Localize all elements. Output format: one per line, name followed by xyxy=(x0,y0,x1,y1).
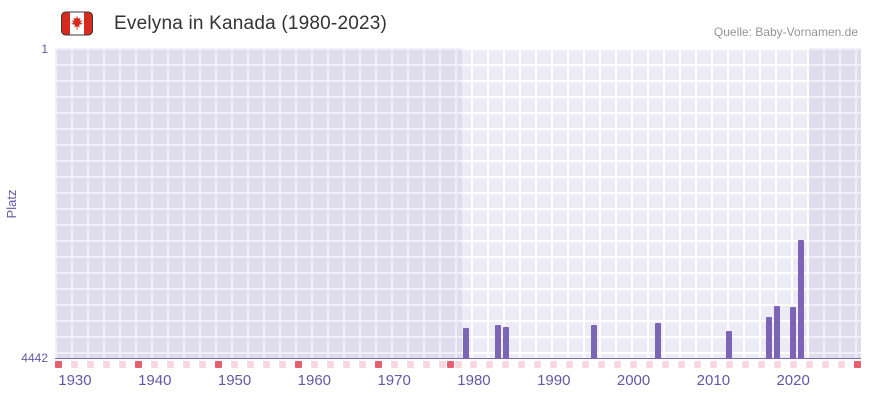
no-data-marker-strip xyxy=(55,361,861,369)
x-axis-labels: 1930 1940 1950 1960 1970 1980 1990 2000 2010 2020 xyxy=(55,372,861,392)
x-tick-label: 1980 xyxy=(457,372,491,389)
no-data-marker xyxy=(151,361,159,368)
chart-title: Evelyna in Kanada (1980-2023) xyxy=(114,13,388,34)
no-data-marker xyxy=(438,361,446,368)
no-data-marker xyxy=(103,361,111,368)
no-data-marker xyxy=(550,361,558,368)
no-data-marker-strong xyxy=(294,361,302,368)
no-data-marker xyxy=(247,361,254,368)
no-data-marker xyxy=(837,361,845,368)
x-tick-label: 1950 xyxy=(217,372,252,389)
no-data-marker xyxy=(71,361,79,368)
no-data-marker xyxy=(677,361,685,368)
no-data-marker xyxy=(406,361,414,368)
no-data-marker xyxy=(709,361,717,368)
bar-2020[interactable] xyxy=(790,307,797,358)
no-data-marker xyxy=(630,361,638,368)
no-data-marker xyxy=(278,361,286,368)
bar-1984[interactable] xyxy=(502,326,509,358)
no-data-marker xyxy=(598,361,606,368)
source-label: Quelle: Baby-Vornamen.de xyxy=(713,25,858,39)
bar-2012[interactable] xyxy=(726,331,733,358)
no-data-marker-strong xyxy=(853,361,861,368)
no-data-marker xyxy=(534,361,542,368)
y-tick-max: 1 xyxy=(41,42,48,56)
no-data-marker xyxy=(502,361,510,368)
no-data-marker xyxy=(358,361,366,368)
no-data-marker xyxy=(693,361,701,368)
x-tick-label: 2020 xyxy=(776,372,810,389)
no-data-marker-strong xyxy=(446,361,454,368)
shaded-band xyxy=(55,48,462,359)
no-data-marker xyxy=(231,361,239,368)
no-data-marker xyxy=(821,361,829,368)
y-tick-min: 4442 xyxy=(21,351,48,365)
x-tick-label: 2010 xyxy=(696,372,731,389)
y-axis-title: Platz xyxy=(4,189,19,219)
no-data-marker xyxy=(470,361,478,368)
no-data-marker xyxy=(518,361,526,368)
no-data-marker xyxy=(199,361,207,368)
no-data-marker xyxy=(486,361,494,368)
bar-2021[interactable] xyxy=(798,239,805,358)
x-tick-label: 1930 xyxy=(58,372,92,389)
no-data-marker xyxy=(310,361,318,368)
x-tick-label: 2000 xyxy=(616,372,651,389)
no-data-marker-strong xyxy=(135,361,143,368)
no-data-marker xyxy=(167,361,175,368)
no-data-marker xyxy=(454,361,462,368)
no-data-marker xyxy=(805,361,813,368)
no-data-marker xyxy=(422,361,430,368)
no-data-marker-strong xyxy=(55,361,63,368)
no-data-marker xyxy=(119,361,127,368)
no-data-marker xyxy=(183,361,191,368)
no-data-marker xyxy=(614,361,622,368)
no-data-marker-strong xyxy=(215,361,223,368)
no-data-marker xyxy=(326,361,334,368)
canada-flag-icon xyxy=(61,11,93,36)
no-data-marker xyxy=(262,361,270,368)
no-data-marker xyxy=(646,361,654,368)
bar-1995[interactable] xyxy=(590,325,597,358)
x-tick-label: 1970 xyxy=(377,372,411,389)
no-data-marker xyxy=(773,361,781,368)
no-data-marker xyxy=(390,361,398,368)
no-data-marker xyxy=(725,361,733,368)
bar-1979[interactable] xyxy=(462,328,469,358)
x-axis-line xyxy=(55,358,861,359)
x-tick-label: 1960 xyxy=(297,372,332,389)
bar-1983[interactable] xyxy=(494,325,501,358)
no-data-marker xyxy=(582,361,590,368)
bar-2003[interactable] xyxy=(654,323,661,358)
no-data-marker xyxy=(741,361,749,368)
x-tick-label: 1990 xyxy=(537,372,571,389)
bar-2017[interactable] xyxy=(766,316,773,358)
no-data-marker-strong xyxy=(374,361,382,368)
no-data-marker xyxy=(789,361,797,368)
no-data-marker xyxy=(661,361,669,368)
bar-2018[interactable] xyxy=(774,306,781,358)
no-data-marker xyxy=(87,361,95,368)
no-data-marker xyxy=(566,361,574,368)
no-data-marker xyxy=(342,361,350,368)
no-data-marker xyxy=(757,361,765,368)
shaded-band xyxy=(809,48,861,359)
x-tick-label: 1940 xyxy=(138,372,172,389)
plot-area xyxy=(55,48,861,359)
